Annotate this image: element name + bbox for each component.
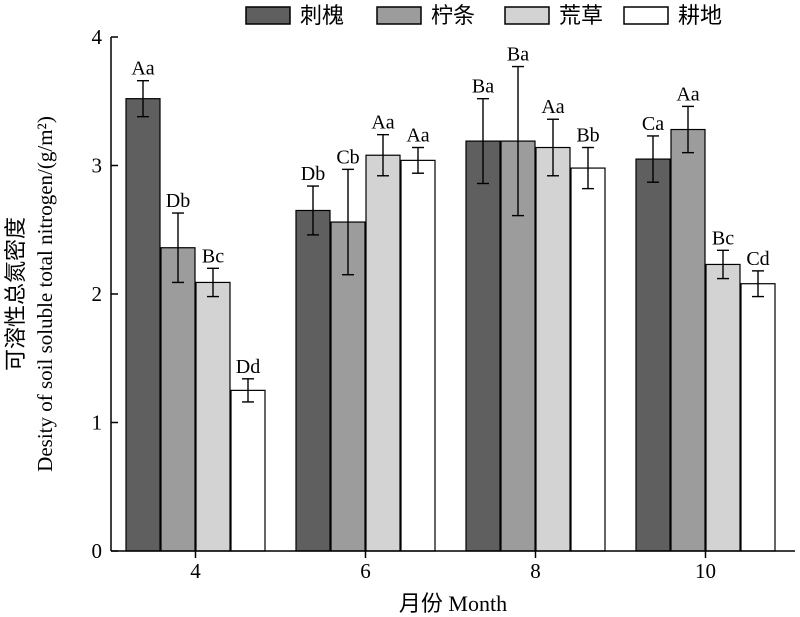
data-label-1-0: Db: [166, 190, 190, 212]
data-label-2-2: Aa: [541, 96, 564, 118]
x-tick-label-2: 8: [530, 559, 541, 583]
bar-1-0: [160, 247, 196, 552]
legend-item-3: 耕地: [623, 3, 722, 28]
y-axis: 0 1 2 3 4: [92, 25, 118, 563]
bar-0-3: [635, 158, 671, 552]
data-label-2-0: Bc: [202, 245, 224, 267]
data-label-3-1: Aa: [406, 125, 429, 147]
bar-3-1: [400, 159, 436, 552]
legend-label-1: 柠条: [431, 3, 475, 28]
data-label-0-2: Ba: [472, 76, 494, 98]
legend-swatch-2: [504, 6, 550, 25]
x-ticks: 4 6 8 10: [190, 551, 716, 583]
y-tick-label-0: 0: [92, 539, 103, 563]
data-label-0-1: Db: [301, 163, 325, 185]
bar-2-2: [535, 146, 571, 552]
legend: 刺槐 柠条 荒草 耕地: [245, 3, 722, 28]
y-tick-label-3: 3: [92, 154, 103, 178]
x-tick-label-0: 4: [190, 559, 201, 583]
legend-item-1: 柠条: [376, 3, 475, 28]
x-axis: 4 6 8 10: [111, 550, 795, 583]
legend-swatch-3: [623, 6, 669, 25]
data-label-2-1: Aa: [371, 112, 394, 134]
legend-label-2: 荒草: [559, 3, 603, 28]
legend-item-0: 刺槐: [245, 3, 344, 28]
y-ticks: 0 1 2 3 4: [92, 25, 118, 563]
data-label-3-2: Bb: [576, 125, 599, 147]
y-tick-label-4: 4: [92, 25, 103, 49]
x-axis-label: 月份 Month: [399, 591, 507, 616]
bar-0-0: [125, 98, 161, 552]
y-axis-label-en: Desity of soil soluble total nitrogen/(g…: [33, 116, 57, 472]
bar-1-3: [670, 128, 706, 552]
bar-2-3: [705, 263, 741, 552]
data-label-3-0: Dd: [236, 356, 260, 378]
bar-3-2: [570, 167, 606, 552]
data-label-1-3: Aa: [676, 83, 699, 105]
legend-label-0: 刺槐: [300, 3, 344, 28]
x-tick-label-1: 6: [360, 559, 371, 583]
legend-swatch-1: [376, 6, 422, 25]
y-tick-label-2: 2: [92, 282, 103, 306]
x-tick-label-3: 10: [695, 559, 716, 583]
legend-item-2: 荒草: [504, 3, 603, 28]
bar-0-1: [295, 209, 331, 552]
bar-3-0: [230, 389, 266, 552]
data-label-1-2: Ba: [507, 44, 529, 66]
plot-area: Aa Db Bc Dd Db Cb Aa Aa Ba Ba Aa Bb Ca Aa Bc Cd: [125, 44, 776, 552]
legend-label-3: 耕地: [678, 3, 722, 28]
bar-0-2: [465, 140, 501, 552]
bar-3-3: [740, 283, 776, 552]
data-label-0-0: Aa: [131, 58, 154, 80]
data-label-3-3: Cd: [746, 248, 769, 270]
data-label-1-1: Cb: [336, 146, 359, 168]
legend-swatch-0: [245, 6, 291, 25]
bar-1-1: [330, 221, 366, 552]
data-label-0-3: Ca: [642, 113, 664, 135]
y-tick-label-1: 1: [92, 411, 103, 435]
y-axis-label-cn: 可溶性总氮密度: [3, 217, 28, 371]
bar-2-0: [195, 281, 231, 552]
data-label-2-3: Bc: [712, 227, 734, 249]
bar-2-1: [365, 154, 401, 552]
